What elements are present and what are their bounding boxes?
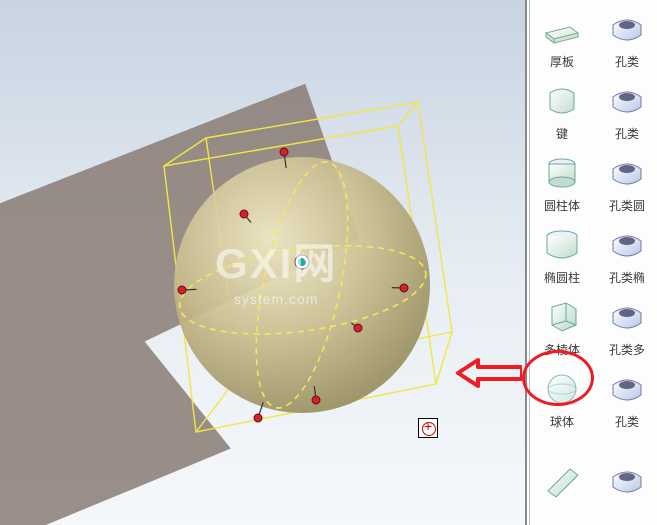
center-gizmo[interactable] [295, 255, 309, 269]
tool-hole-type-1[interactable]: 孔类 [597, 0, 657, 72]
hole-type-7-icon [604, 458, 650, 504]
tool-label: 孔类多 [609, 340, 645, 360]
sphere-icon [539, 366, 585, 412]
tool-polyhedron[interactable]: 多棱体 [532, 288, 592, 360]
tool-cylinder[interactable]: 圆柱体 [532, 144, 592, 216]
tool-label: 椭圆柱 [544, 268, 580, 288]
hole-type-4-icon [604, 222, 650, 268]
tool-label: 孔类 [615, 124, 639, 144]
tool-label: 厚板 [550, 52, 574, 72]
tool-thick-plate[interactable]: 厚板 [532, 0, 592, 72]
tool-label: 孔类椭 [609, 268, 645, 288]
tool-hole-type-2[interactable]: 孔类 [597, 72, 657, 144]
tool-label: 孔类 [615, 412, 639, 432]
tool-label: 球体 [550, 412, 574, 432]
tool-hole-type-5[interactable]: 孔类多 [597, 288, 657, 360]
thick-plate-icon [539, 6, 585, 52]
tool-label: 圆柱体 [544, 196, 580, 216]
tool-label: 孔类 [615, 52, 639, 72]
hole-type-2-icon [604, 78, 650, 124]
tool-hole-type-3[interactable]: 孔类圆 [597, 144, 657, 216]
hole-type-5-icon [604, 294, 650, 340]
hole-type-6-icon [604, 366, 650, 412]
tool-wedge[interactable] [532, 432, 592, 504]
scene-svg [0, 0, 527, 525]
cylinder-icon [539, 150, 585, 196]
ellipse-cyl-icon [539, 222, 585, 268]
hole-type-1-icon [604, 6, 650, 52]
tool-label: 键 [556, 124, 568, 144]
primitive-tool-panel: 厚板 键 圆柱体 椭圆柱 多棱体 球体 孔类 孔类 孔类圆 孔类椭 孔类多 孔类 [529, 0, 657, 525]
polyhedron-icon [539, 294, 585, 340]
tool-hole-type-4[interactable]: 孔类椭 [597, 216, 657, 288]
tool-hole-type-7[interactable] [597, 432, 657, 504]
3d-viewport[interactable]: GXI网 system.com [0, 0, 527, 525]
key-icon [539, 78, 585, 124]
sphere-primitive[interactable] [174, 157, 430, 413]
tool-key[interactable]: 键 [532, 72, 592, 144]
tool-ellipse-cyl[interactable]: 椭圆柱 [532, 216, 592, 288]
tool-sphere[interactable]: 球体 [532, 360, 592, 432]
tool-hole-type-6[interactable]: 孔类 [597, 360, 657, 432]
wedge-icon [539, 458, 585, 504]
view-origin-icon [418, 418, 438, 438]
tool-label: 孔类圆 [609, 196, 645, 216]
hole-type-3-icon [604, 150, 650, 196]
tool-label: 多棱体 [544, 340, 580, 360]
